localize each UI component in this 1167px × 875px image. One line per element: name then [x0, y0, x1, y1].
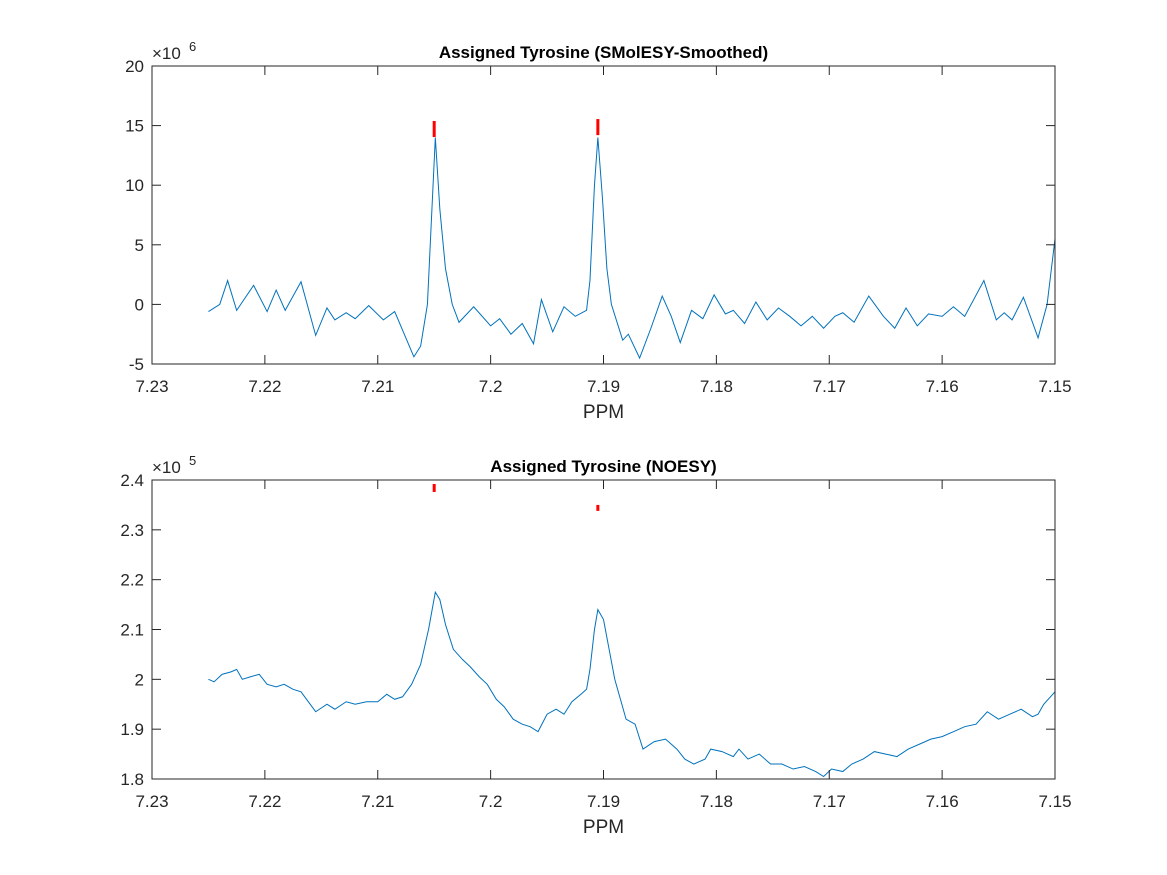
- x-tick-label: 7.17: [813, 377, 846, 396]
- y-tick-label: 2.3: [120, 521, 144, 540]
- x-tick-label: 7.16: [926, 792, 959, 811]
- x-tick-label: 7.19: [587, 377, 620, 396]
- x-tick-label: 7.22: [248, 792, 281, 811]
- x-tick-label: 7.21: [361, 792, 394, 811]
- x-tick-label: 7.15: [1038, 792, 1071, 811]
- x-tick-label: 7.21: [361, 377, 394, 396]
- chart-title: Assigned Tyrosine (NOESY): [490, 457, 716, 476]
- y-tick-label: 2.2: [120, 571, 144, 590]
- x-tick-label: 7.22: [248, 377, 281, 396]
- x-tick-label: 7.18: [700, 792, 733, 811]
- y-exponent-base: ×10: [152, 44, 181, 63]
- x-tick-label: 7.16: [926, 377, 959, 396]
- axes-background: [152, 480, 1055, 779]
- y-exponent-power: 6: [189, 39, 196, 54]
- x-tick-label: 7.2: [479, 792, 503, 811]
- y-tick-label: 10: [125, 176, 144, 195]
- data-line: [208, 137, 1056, 360]
- x-axis-label: PPM: [583, 817, 624, 838]
- data-line: [208, 590, 1056, 778]
- x-tick-label: 7.18: [700, 377, 733, 396]
- x-tick-label: 7.2: [479, 377, 503, 396]
- y-tick-label: 2.4: [120, 471, 144, 490]
- x-tick-label: 7.17: [813, 792, 846, 811]
- y-tick-label: 2.1: [120, 621, 144, 640]
- x-tick-label: 7.23: [135, 377, 168, 396]
- chart-title: Assigned Tyrosine (SMolESY-Smoothed): [439, 43, 768, 62]
- y-tick-label: 1.8: [120, 770, 144, 789]
- x-axis-label: PPM: [583, 402, 624, 423]
- y-exponent-base: ×10: [152, 458, 181, 477]
- y-exponent-power: 5: [189, 453, 196, 468]
- y-tick-label: -5: [129, 355, 144, 374]
- x-tick-label: 7.19: [587, 792, 620, 811]
- y-tick-label: 15: [125, 117, 144, 136]
- y-tick-label: 2: [135, 670, 144, 689]
- y-tick-label: 1.9: [120, 720, 144, 739]
- y-tick-label: 5: [135, 236, 144, 255]
- x-tick-label: 7.23: [135, 792, 168, 811]
- y-tick-label: 0: [135, 295, 144, 314]
- x-tick-label: 7.15: [1038, 377, 1071, 396]
- y-tick-label: 20: [125, 57, 144, 76]
